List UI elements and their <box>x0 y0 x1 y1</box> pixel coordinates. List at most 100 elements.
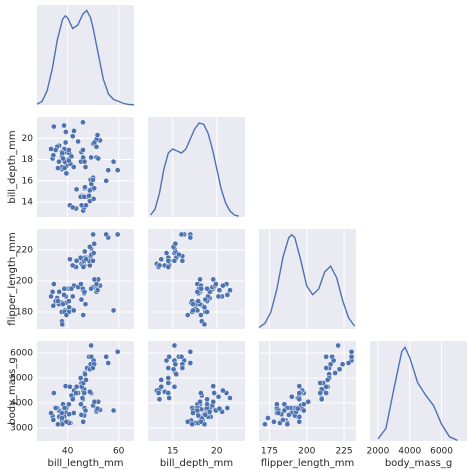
panel-background <box>148 229 245 329</box>
x-axis-label: flipper_length_mm <box>261 458 354 469</box>
scatter-point <box>63 418 70 425</box>
scatter-point <box>60 155 66 162</box>
scatter-point <box>62 129 69 135</box>
scatter-point <box>55 421 61 428</box>
scatter-point <box>82 184 88 191</box>
scatter-point <box>50 123 57 130</box>
scatter-point <box>324 377 331 383</box>
scatter-point <box>184 312 191 318</box>
scatter-point <box>210 383 217 389</box>
y-tick-label: 20 <box>22 134 34 144</box>
scatter-point <box>165 380 172 386</box>
scatter-point <box>50 152 57 159</box>
scatter-point <box>190 307 196 314</box>
y-tick-label: 180 <box>16 307 33 317</box>
scatter-point <box>114 348 121 355</box>
scatter-point <box>195 298 202 304</box>
scatter-point <box>67 256 73 263</box>
x-tick-label: 6000 <box>430 447 453 457</box>
scatter-point <box>83 256 89 263</box>
scatter-point <box>91 185 98 192</box>
scatter-point <box>224 292 231 298</box>
scatter-point <box>165 264 172 270</box>
scatter-point <box>78 281 84 287</box>
scatter-point <box>284 421 291 428</box>
scatter-point <box>348 353 355 360</box>
scatter-point <box>227 287 233 294</box>
scatter-point <box>271 418 277 425</box>
panel <box>36 5 135 106</box>
scatter-point <box>194 288 201 295</box>
scatter-point <box>73 257 80 264</box>
scatter-point <box>91 139 98 146</box>
scatter-point <box>88 154 94 161</box>
y-tick-label: 18 <box>22 155 34 165</box>
scatter-point <box>274 401 280 408</box>
scatter-point <box>69 293 76 300</box>
scatter-point <box>330 357 337 364</box>
scatter-point <box>52 147 59 153</box>
scatter-point <box>171 342 178 349</box>
scatter-point <box>262 421 268 428</box>
scatter-point <box>172 361 179 368</box>
scatter-point <box>165 390 172 396</box>
scatter-point <box>156 262 163 269</box>
scatter-point <box>327 361 334 368</box>
panel <box>148 117 245 217</box>
scatter-point <box>69 262 76 269</box>
scatter-point <box>82 371 88 378</box>
scatter-point <box>210 276 217 283</box>
x-tick-label: 4000 <box>398 447 421 457</box>
scatter-point <box>158 256 165 263</box>
scatter-point <box>204 401 210 408</box>
scatter-point <box>323 383 330 390</box>
panel <box>370 341 467 442</box>
scatter-point <box>69 133 76 139</box>
scatter-point <box>187 348 194 355</box>
scatter-point <box>80 418 87 425</box>
scatter-point <box>88 342 94 349</box>
scatter-point <box>317 380 324 386</box>
scatter-point <box>202 412 209 418</box>
scatter-point <box>81 193 88 200</box>
scatter-point <box>80 119 86 126</box>
scatter-point <box>50 302 57 309</box>
scatter-point <box>90 231 97 238</box>
scatter-point <box>83 202 89 209</box>
scatter-point <box>211 390 217 396</box>
y-tick-label: 14 <box>22 198 34 208</box>
scatter-point <box>81 158 88 165</box>
scatter-point <box>78 296 85 303</box>
x-tick-label: 15 <box>167 447 178 457</box>
scatter-point <box>345 360 352 366</box>
scatter-point <box>335 342 341 349</box>
scatter-point <box>78 412 85 418</box>
scatter-point <box>296 396 303 403</box>
scatter-point <box>339 361 346 368</box>
scatter-point <box>94 132 101 138</box>
scatter-point <box>68 153 75 160</box>
scatter-point <box>198 418 204 425</box>
kde-line <box>377 345 458 442</box>
scatter-point <box>105 167 112 174</box>
scatter-point <box>50 390 57 396</box>
scatter-point <box>281 401 288 408</box>
scatter-point <box>90 250 97 256</box>
scatter-point <box>332 370 338 376</box>
scatter-point <box>56 158 62 165</box>
scatter-point <box>173 371 180 378</box>
scatter-point <box>210 398 217 405</box>
scatter-point <box>70 410 77 416</box>
x-tick-label: 200 <box>298 447 315 457</box>
scatter-point <box>165 257 172 264</box>
scatter-point <box>66 147 72 153</box>
scatter-point <box>294 405 301 412</box>
scatter-point <box>69 204 76 211</box>
scatter-point <box>288 393 295 400</box>
scatter-point <box>318 396 325 403</box>
scatter-point <box>59 415 65 421</box>
scatter-point <box>80 264 87 270</box>
scatter-point <box>82 407 89 414</box>
scatter-point <box>80 147 86 153</box>
scatter-point <box>189 421 195 428</box>
